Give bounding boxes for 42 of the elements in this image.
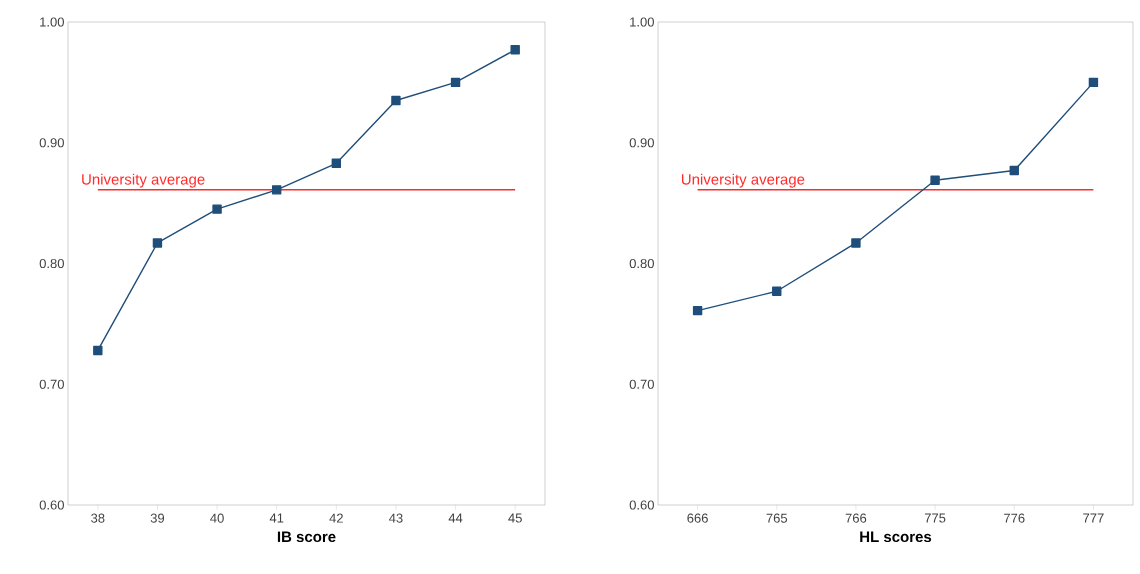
y-tick-label: 1.00 — [40, 17, 64, 27]
point — [331, 158, 342, 168]
point — [212, 204, 222, 214]
point — [692, 305, 703, 316]
x-tick-label: 765 — [766, 513, 788, 523]
x-tick-label: 42 — [329, 513, 343, 523]
point — [152, 238, 163, 248]
point — [851, 238, 861, 248]
y-tick-label: 0.80 — [629, 258, 654, 269]
x-axis-title: IB score — [277, 531, 336, 543]
y-tick-label: 0.80 — [39, 258, 64, 269]
point — [510, 45, 520, 55]
x-tick-label: 45 — [508, 513, 522, 523]
point — [450, 77, 461, 88]
y-tick-label: 0.70 — [39, 379, 64, 389]
point — [930, 175, 940, 185]
point — [391, 95, 401, 106]
point — [93, 345, 103, 356]
x-tick-label: 43 — [389, 513, 403, 523]
point — [271, 185, 282, 195]
point — [772, 286, 782, 296]
x-tick-label: 777 — [1083, 513, 1104, 523]
y-tick-label: 1.00 — [630, 17, 654, 27]
x-tick-label: 766 — [845, 513, 867, 523]
x-tick-label: 666 — [687, 513, 708, 523]
y-tick-label: 0.90 — [39, 138, 64, 148]
y-tick-label: 0.60 — [629, 500, 654, 510]
x-tick-label: 41 — [269, 513, 284, 523]
x-tick-label: 40 — [210, 513, 224, 523]
x-tick-label: 38 — [91, 513, 105, 523]
x-tick-label: 776 — [1004, 513, 1025, 523]
point — [1009, 165, 1019, 176]
ref-line-label: University average — [82, 173, 205, 188]
x-tick-label: 39 — [150, 513, 165, 523]
x-axis-title: HL scores — [860, 531, 932, 543]
x-tick-label: 44 — [448, 513, 463, 523]
y-tick-label: 0.60 — [39, 500, 64, 510]
ref-line-label: University average — [681, 173, 805, 188]
point — [1088, 77, 1099, 88]
x-tick-label: 775 — [924, 513, 946, 523]
y-tick-label: 0.90 — [629, 138, 654, 148]
y-tick-label: 0.70 — [629, 379, 654, 389]
